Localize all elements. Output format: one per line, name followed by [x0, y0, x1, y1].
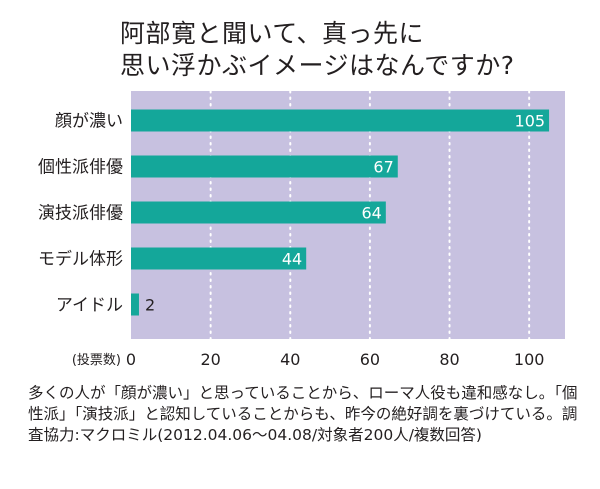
x-tick-label-40: 40: [280, 350, 300, 369]
x-tick-label-20: 20: [200, 350, 220, 369]
bar-4: [131, 293, 139, 316]
bar-2: [131, 201, 386, 224]
chart-title-line-2: 思い浮かぶイメージはなんですか?: [120, 51, 515, 80]
value-label-2: 64: [361, 204, 381, 223]
bar-3: [131, 247, 307, 270]
category-label-3: モデル体形: [38, 249, 123, 270]
footnote: 多くの人が「顔が濃い」と思っていることから、ローマ人役も違和感なし。「個性派」「…: [28, 384, 578, 444]
x-axis-label: (投票数): [72, 352, 121, 368]
value-label-0: 105: [515, 112, 546, 131]
x-tick-label-60: 60: [360, 350, 380, 369]
chart-title-line-1: 阿部寛と聞いて、真っ先に: [120, 19, 425, 48]
category-label-0: 顔が濃い: [55, 112, 123, 132]
chart-title: 阿部寛と聞いて、真っ先に 思い浮かぶイメージはなんですか?: [120, 18, 515, 82]
x-tick-label-0: 0: [126, 350, 136, 369]
x-tick-label-80: 80: [439, 350, 459, 369]
value-label-4: 2: [145, 296, 155, 315]
category-label-4: アイドル: [56, 296, 123, 316]
category-label-2: 演技派俳優: [38, 204, 123, 224]
bar-1: [131, 155, 398, 178]
category-label-1: 個性派俳優: [38, 158, 123, 178]
value-label-3: 44: [282, 250, 302, 269]
x-tick-label-100: 100: [514, 350, 545, 369]
bar-0: [131, 109, 550, 132]
value-label-1: 67: [373, 158, 393, 177]
